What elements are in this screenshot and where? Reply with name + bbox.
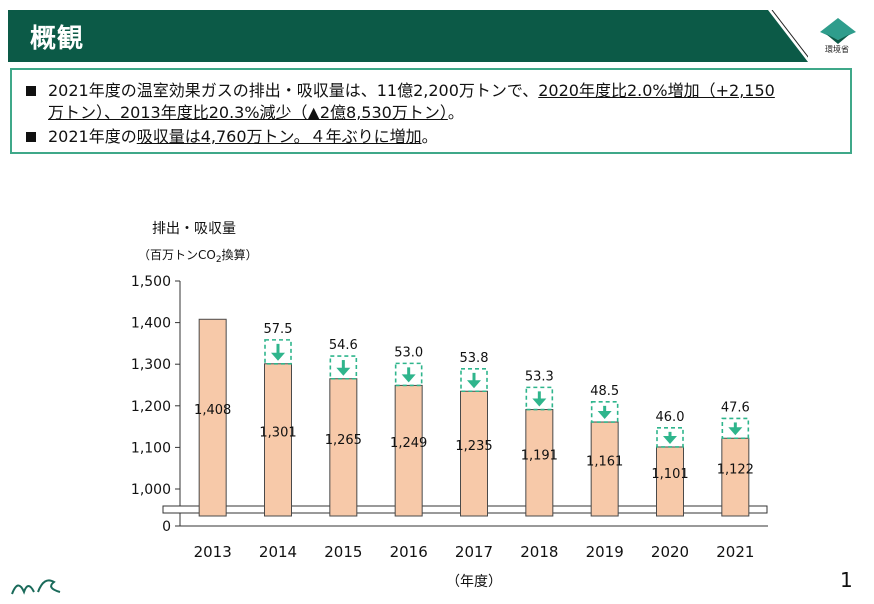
absorption-label: 47.6 (721, 400, 750, 415)
header-shape (8, 10, 808, 62)
bar-value-label: 1,408 (194, 403, 231, 418)
absorption-box (525, 386, 554, 411)
down-arrow-head-icon (271, 352, 285, 361)
y-axis-title: 排出・吸収量 (152, 221, 236, 237)
page-number: 1 (840, 568, 853, 592)
x-tick-label: 2018 (520, 543, 558, 561)
y-tick-label: 1,200 (131, 399, 171, 415)
down-arrow-head-icon (728, 427, 743, 436)
bar-value-label: 1,191 (521, 448, 558, 463)
chart-bars (198, 318, 750, 517)
bar-2016 (394, 384, 423, 517)
bar-value-label: 1,101 (651, 467, 688, 482)
down-arrow-head-icon (597, 411, 612, 420)
x-tick-label: 2015 (324, 543, 362, 561)
down-arrow-head-icon (336, 367, 351, 376)
bar-2014 (264, 363, 292, 517)
absorption-box (721, 417, 750, 440)
down-arrow-head-icon (467, 380, 481, 389)
x-tick-label: 2020 (651, 543, 689, 561)
bar-value-label: 1,301 (259, 425, 296, 440)
y-tick-label: 1,000 (131, 482, 171, 498)
page-title: 概観 (30, 24, 85, 54)
down-arrow-head-icon (401, 374, 416, 383)
y-tick-label: 0 (162, 519, 171, 535)
down-arrow-head-icon (532, 398, 547, 407)
absorption-label: 53.0 (394, 345, 423, 360)
x-tick-label: 2013 (194, 543, 232, 561)
y-tick-label: 1,100 (131, 440, 171, 456)
y-tick-label: 1,300 (131, 357, 171, 373)
bar-2019 (590, 421, 619, 517)
x-tick-label: 2019 (586, 543, 624, 561)
bar-value-label: 1,122 (717, 463, 754, 478)
bullet1-highlight: 2020年度比2.0%増加（+2,150 (538, 81, 775, 100)
bar-value-label: 1,235 (455, 439, 492, 454)
bullet-square-icon (26, 132, 36, 142)
bar-2017 (460, 390, 488, 517)
absorption-box (264, 339, 292, 365)
bullet1-highlight-continued: 万トン）、2013年度比20.3%減少（▲2億8,530万トン） (48, 103, 448, 122)
absorption-label: 53.8 (460, 351, 489, 366)
ministry-logo-icon (820, 18, 856, 44)
header-bar: 概観 (8, 10, 808, 62)
bullet-square-icon (26, 86, 36, 96)
absorption-label: 48.5 (590, 384, 619, 399)
bar-2020 (656, 446, 684, 517)
x-tick-label: 2016 (390, 543, 428, 561)
y-tick-label: 1,500 (131, 274, 171, 290)
absorption-box (329, 355, 358, 380)
x-tick-label: 2021 (716, 543, 754, 561)
bullet1-text: 2021年度の温室効果ガスの排出・吸収量は、11億2,200万トンで、 (48, 81, 539, 100)
down-arrow-head-icon (663, 435, 677, 444)
bullet1-end: 。 (447, 103, 464, 122)
x-axis-title: （年度） (446, 574, 502, 590)
bar-value-label: 1,265 (325, 433, 362, 448)
bar-value-label: 1,249 (390, 436, 427, 451)
absorption-box (590, 401, 619, 423)
institute-logo-icon (11, 579, 61, 595)
bar-value-label: 1,161 (586, 455, 623, 470)
absorption-box (394, 362, 423, 387)
bar-2018 (525, 409, 554, 517)
bar-2021 (721, 437, 750, 517)
bullet2-end: 。 (421, 127, 438, 146)
x-tick-label: 2017 (455, 543, 493, 561)
absorption-label: 54.6 (329, 338, 358, 353)
absorption-box (460, 368, 488, 393)
ministry-name: 環境省 (825, 45, 849, 54)
absorption-label: 57.5 (264, 322, 293, 337)
bullet2-highlight: 吸収量は4,760万トン。４年ぶりに増加 (136, 127, 422, 146)
y-axis-unit: （百万トンCO2換算） (138, 247, 258, 265)
x-tick-label: 2014 (259, 543, 297, 561)
y-tick-label: 1,400 (131, 316, 171, 332)
bar-2015 (329, 378, 358, 517)
bar-2013 (198, 318, 227, 517)
absorption-box (656, 427, 684, 448)
summary-box: 2021年度の温室効果ガスの排出・吸収量は、11億2,200万トンで、2020年… (10, 68, 852, 154)
absorption-label: 46.0 (656, 410, 685, 425)
chart-labels: 1,408 2013 1,301 2014 57.5 1,265 2015 54.6 1,249… (194, 322, 755, 561)
bullet2-text: 2021年度の (48, 127, 137, 146)
absorption-label: 53.3 (525, 369, 554, 384)
